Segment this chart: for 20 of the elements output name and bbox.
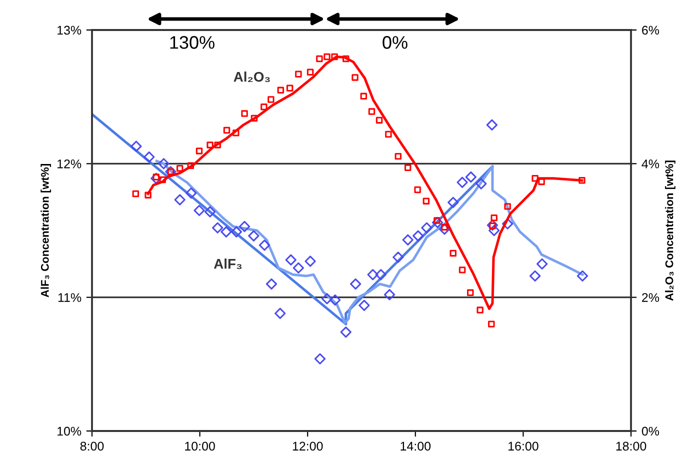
- x-tick-label: 18:00: [616, 442, 646, 451]
- x-tick-label: 12:00: [292, 442, 323, 451]
- annotation: AlF₃: [214, 258, 242, 270]
- x-tick-label: 16:00: [508, 442, 538, 451]
- y2-tick-label: 0%: [642, 426, 660, 436]
- x-tick-label: 10:00: [185, 442, 215, 451]
- y2-axis-title: Al₂O₃ Concentration [wt%]: [665, 160, 676, 301]
- x-tick-label: 8:00: [80, 442, 104, 451]
- y-tick-label: 12%: [58, 159, 82, 168]
- y2-tick-label: 4%: [642, 160, 660, 168]
- x-tick-label: 14:00: [400, 442, 431, 451]
- y2-tick-label: 6%: [642, 26, 660, 35]
- y-axis-title: AlF₃ Concentration [wt%]: [40, 164, 52, 298]
- y-tick-label: 10%: [58, 426, 82, 436]
- annotation: Al₂O₃: [234, 72, 270, 82]
- y-tick-label: 13%: [58, 26, 82, 35]
- annotation: 0%: [382, 36, 408, 49]
- y2-tick-label: 2%: [642, 293, 660, 302]
- annotation: 130%: [170, 36, 214, 49]
- y-tick-label: 11%: [58, 293, 82, 302]
